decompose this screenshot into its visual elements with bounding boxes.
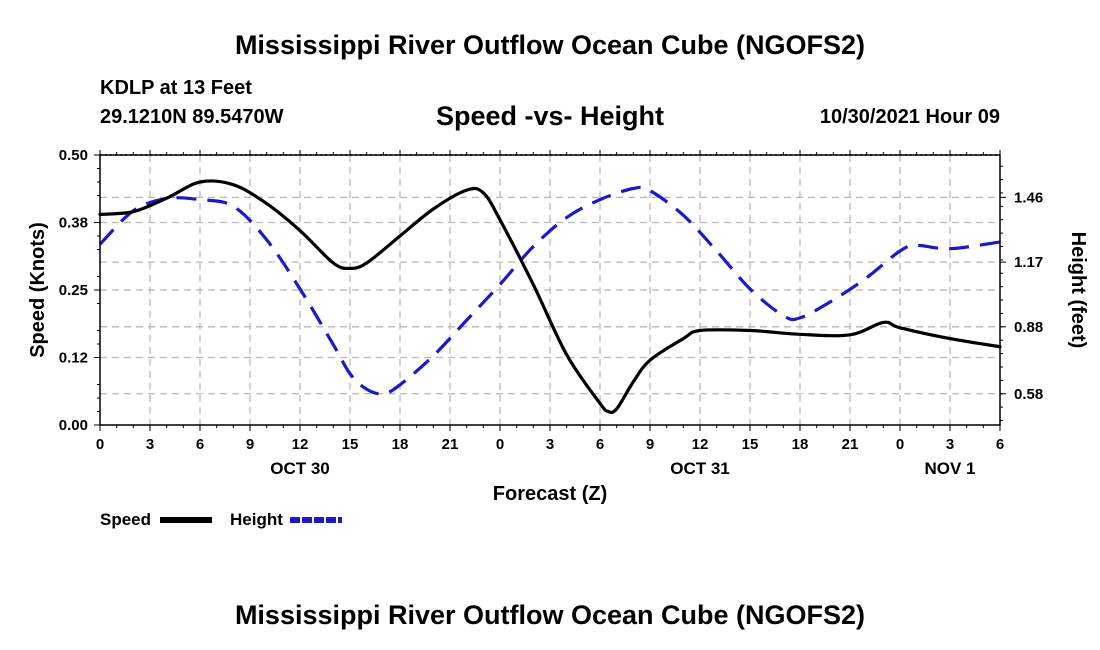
x-tick-label: 18 xyxy=(392,436,409,453)
legend-label-speed: Speed xyxy=(100,510,151,529)
x-tick-label: 15 xyxy=(742,436,759,453)
x-tick-label: 15 xyxy=(342,436,359,453)
y-right-tick-label: 1.17 xyxy=(1014,254,1043,271)
x-tick-label: 6 xyxy=(196,436,204,453)
series-lines xyxy=(98,179,1002,414)
axis-ticks xyxy=(94,150,1006,431)
x-day-label: NOV 1 xyxy=(924,459,975,478)
x-tick-label: 3 xyxy=(946,436,954,453)
grid-lines xyxy=(100,155,1000,425)
x-tick-label: 9 xyxy=(246,436,254,453)
chart-title: Mississippi River Outflow Ocean Cube (NG… xyxy=(234,30,866,60)
station-label: KDLP at 13 Feet xyxy=(100,77,252,99)
x-tick-label: 6 xyxy=(996,436,1004,453)
y-right-tick-label: 0.58 xyxy=(1014,386,1043,403)
x-day-label: OCT 31 xyxy=(670,459,730,478)
height-series-line xyxy=(98,185,1001,396)
y-left-tick-label: 0.50 xyxy=(59,147,88,164)
footer-title: Mississippi River Outflow Ocean Cube (NG… xyxy=(234,600,866,630)
x-tick-label: 0 xyxy=(96,436,104,453)
x-day-label: OCT 30 xyxy=(270,459,330,478)
station-coordinates: 29.1210N 89.5470W xyxy=(100,106,284,128)
y-right-tick-label: 0.88 xyxy=(1014,319,1043,336)
x-tick-label: 0 xyxy=(496,436,504,453)
y-left-tick-label: 0.38 xyxy=(59,215,88,232)
x-tick-label: 0 xyxy=(896,436,904,453)
y-right-axis-label: Height (feet) xyxy=(1067,232,1089,349)
x-tick-label: 12 xyxy=(292,436,309,453)
y-left-tick-label: 0.00 xyxy=(59,417,88,434)
y-left-axis-label: Speed (Knots) xyxy=(27,222,49,358)
x-tick-label: 21 xyxy=(442,436,459,453)
x-tick-label: 6 xyxy=(596,436,604,453)
x-tick-label: 18 xyxy=(792,436,809,453)
speed-series-line xyxy=(98,179,1002,414)
x-tick-label: 9 xyxy=(646,436,654,453)
forecast-issue-time: 10/30/2021 Hour 09 xyxy=(819,106,1000,128)
x-tick-label: 21 xyxy=(842,436,859,453)
y-left-tick-label: 0.12 xyxy=(59,350,88,367)
legend-label-height: Height xyxy=(230,510,283,529)
legend: Speed Height xyxy=(100,510,342,529)
axis-labels: 0 3 6 9 12 15 18 21 0 3 6 9 12 15 18 21 0 3 6 0.00 0.12 0.25 0… xyxy=(27,147,1089,505)
x-tick-label: 3 xyxy=(146,436,154,453)
chart-subtitle: Speed -vs- Height xyxy=(435,101,665,131)
y-left-tick-label: 0.25 xyxy=(59,282,88,299)
y-right-tick-label: 1.46 xyxy=(1014,189,1043,206)
x-tick-label: 12 xyxy=(692,436,709,453)
x-tick-label: 3 xyxy=(546,436,554,453)
x-axis-label: Forecast (Z) xyxy=(493,483,607,505)
